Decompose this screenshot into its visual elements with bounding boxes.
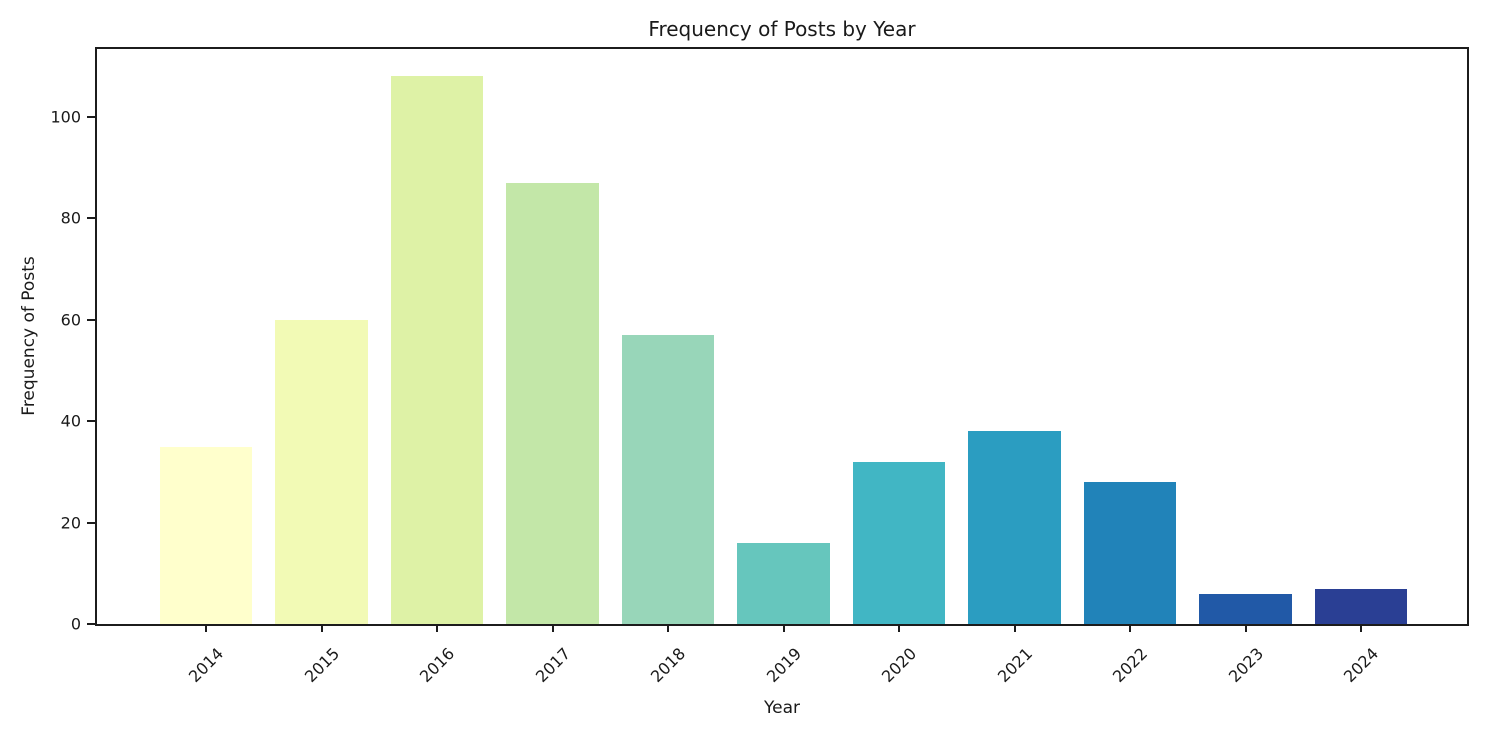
x-tick-label-2022: 2022: [1108, 643, 1152, 687]
bar-2022: [1083, 482, 1177, 624]
x-tick-label-2017: 2017: [531, 643, 574, 687]
bar-2019: [737, 542, 830, 624]
x-tick-mark-2015: [320, 624, 323, 632]
y-tick-label-80: 80: [60, 208, 81, 228]
x-tick-label-2015: 2015: [300, 643, 343, 687]
y-tick-mark-80: [87, 217, 95, 220]
x-tick-label-2020: 2020: [877, 643, 921, 687]
x-tick-label-2014: 2014: [184, 643, 228, 687]
x-tick-mark-2021: [1013, 624, 1016, 632]
y-tick-mark-100: [87, 115, 95, 118]
y-tick-mark-60: [87, 318, 95, 321]
x-tick-mark-2014: [205, 624, 207, 632]
y-tick-mark-0: [87, 623, 95, 625]
y-tick-mark-20: [87, 521, 95, 524]
x-tick-mark-2020: [898, 624, 900, 632]
y-axis-label: Frequency of Posts: [19, 256, 39, 416]
x-axis-label: Year: [764, 698, 800, 718]
x-tick-mark-2016: [436, 624, 438, 632]
y-tick-label-40: 40: [60, 411, 81, 431]
plot-area: 0 20 40 60 80 100 2014 2015 2016 2017 2018 2019 2020…: [50, 47, 1469, 686]
x-tick-label-2018: 2018: [646, 643, 690, 687]
chart-title: Frequency of Posts by Year: [648, 17, 916, 41]
bar-2018: [621, 334, 715, 624]
y-tick-label-0: 0: [70, 614, 81, 634]
x-tick-mark-2023: [1244, 624, 1247, 632]
x-tick-label-2016: 2016: [415, 643, 459, 687]
bar-2023: [1199, 593, 1292, 624]
y-tick-label-20: 20: [60, 513, 81, 533]
y-tick-label-100: 100: [50, 107, 81, 127]
x-tick-label-2024: 2024: [1339, 643, 1383, 687]
x-tick-mark-2022: [1129, 624, 1131, 632]
bar-2024: [1314, 588, 1408, 624]
x-tick-label-2019: 2019: [762, 643, 805, 687]
x-tick-label-2021: 2021: [993, 643, 1036, 687]
x-tick-mark-2017: [551, 624, 554, 632]
x-tick-label-2023: 2023: [1224, 643, 1267, 687]
x-tick-mark-2019: [782, 624, 785, 632]
bar-2017: [506, 182, 599, 624]
y-tick-label-60: 60: [60, 310, 81, 330]
bar-2015: [275, 319, 368, 624]
bar-2021: [968, 431, 1061, 624]
bar-2020: [852, 461, 946, 624]
x-tick-mark-2018: [667, 624, 669, 632]
bar-2016: [390, 76, 484, 624]
y-tick-mark-40: [87, 420, 95, 423]
bar-2014: [159, 446, 253, 624]
x-tick-mark-2024: [1360, 624, 1362, 632]
